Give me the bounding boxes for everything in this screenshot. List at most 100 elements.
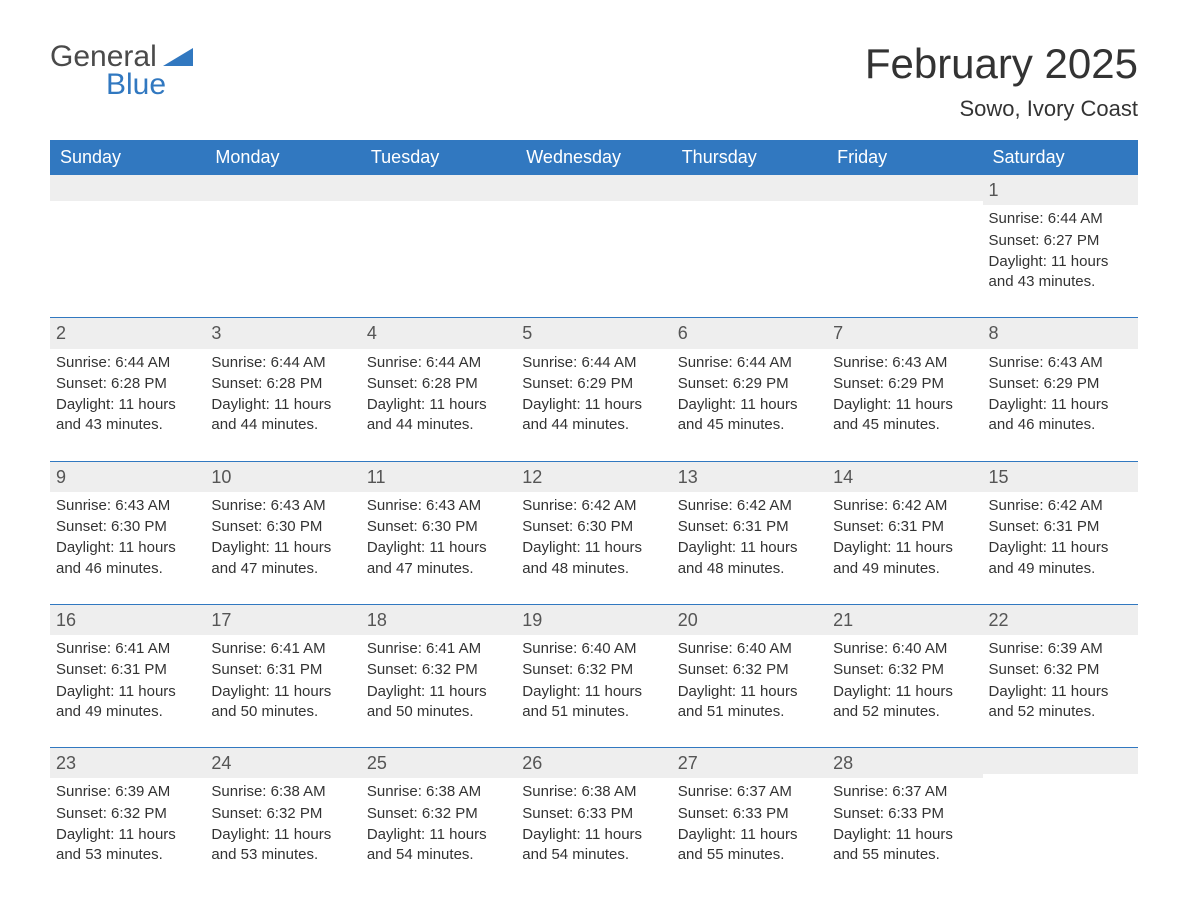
day-number: 25 (361, 748, 516, 778)
day-body: Sunrise: 6:44 AMSunset: 6:28 PMDaylight:… (50, 349, 205, 445)
sunset-text: Sunset: 6:29 PM (678, 374, 821, 394)
calendar-cell: 15Sunrise: 6:42 AMSunset: 6:31 PMDayligh… (983, 462, 1138, 588)
calendar: Sunday Monday Tuesday Wednesday Thursday… (50, 140, 1138, 874)
sunrise-text: Sunrise: 6:44 AM (367, 353, 510, 373)
day-number: 11 (361, 462, 516, 492)
page-header: General Blue February 2025 Sowo, Ivory C… (50, 40, 1138, 122)
day-body: Sunrise: 6:43 AMSunset: 6:30 PMDaylight:… (361, 492, 516, 588)
sunset-text: Sunset: 6:31 PM (833, 517, 976, 537)
day-number: 21 (827, 605, 982, 635)
calendar-week: 23Sunrise: 6:39 AMSunset: 6:32 PMDayligh… (50, 747, 1138, 874)
daylight-text: Daylight: 11 hours and 52 minutes. (833, 682, 976, 723)
calendar-cell: 2Sunrise: 6:44 AMSunset: 6:28 PMDaylight… (50, 318, 205, 444)
sunset-text: Sunset: 6:32 PM (522, 660, 665, 680)
sunset-text: Sunset: 6:33 PM (678, 804, 821, 824)
day-number: 12 (516, 462, 671, 492)
logo-text-blue: Blue (106, 68, 193, 102)
day-number: 9 (50, 462, 205, 492)
logo-triangle-icon (163, 44, 193, 66)
sunset-text: Sunset: 6:28 PM (211, 374, 354, 394)
day-number: 22 (983, 605, 1138, 635)
daylight-text: Daylight: 11 hours and 45 minutes. (833, 395, 976, 436)
day-body: Sunrise: 6:40 AMSunset: 6:32 PMDaylight:… (672, 635, 827, 731)
day-body: Sunrise: 6:44 AMSunset: 6:28 PMDaylight:… (361, 349, 516, 445)
day-body: Sunrise: 6:41 AMSunset: 6:31 PMDaylight:… (50, 635, 205, 731)
calendar-week: 2Sunrise: 6:44 AMSunset: 6:28 PMDaylight… (50, 317, 1138, 444)
daylight-text: Daylight: 11 hours and 45 minutes. (678, 395, 821, 436)
sunrise-text: Sunrise: 6:44 AM (678, 353, 821, 373)
calendar-cell: 28Sunrise: 6:37 AMSunset: 6:33 PMDayligh… (827, 748, 982, 874)
sunset-text: Sunset: 6:28 PM (367, 374, 510, 394)
calendar-cell: 18Sunrise: 6:41 AMSunset: 6:32 PMDayligh… (361, 605, 516, 731)
day-number: 4 (361, 318, 516, 348)
day-number (361, 175, 516, 201)
sunset-text: Sunset: 6:29 PM (522, 374, 665, 394)
daylight-text: Daylight: 11 hours and 54 minutes. (367, 825, 510, 866)
daylight-text: Daylight: 11 hours and 50 minutes. (211, 682, 354, 723)
calendar-cell: 5Sunrise: 6:44 AMSunset: 6:29 PMDaylight… (516, 318, 671, 444)
weekday-header: Tuesday (361, 140, 516, 175)
sunrise-text: Sunrise: 6:39 AM (989, 639, 1132, 659)
daylight-text: Daylight: 11 hours and 46 minutes. (56, 538, 199, 579)
calendar-week: 1Sunrise: 6:44 AMSunset: 6:27 PMDaylight… (50, 175, 1138, 301)
day-body: Sunrise: 6:44 AMSunset: 6:27 PMDaylight:… (983, 205, 1138, 301)
sunrise-text: Sunrise: 6:41 AM (56, 639, 199, 659)
calendar-cell: 10Sunrise: 6:43 AMSunset: 6:30 PMDayligh… (205, 462, 360, 588)
day-number: 3 (205, 318, 360, 348)
day-body: Sunrise: 6:41 AMSunset: 6:31 PMDaylight:… (205, 635, 360, 731)
weekday-header: Sunday (50, 140, 205, 175)
sunset-text: Sunset: 6:29 PM (989, 374, 1132, 394)
sunset-text: Sunset: 6:32 PM (367, 660, 510, 680)
sunset-text: Sunset: 6:30 PM (522, 517, 665, 537)
daylight-text: Daylight: 11 hours and 54 minutes. (522, 825, 665, 866)
weekday-header: Saturday (983, 140, 1138, 175)
day-number: 19 (516, 605, 671, 635)
day-body: Sunrise: 6:38 AMSunset: 6:32 PMDaylight:… (361, 778, 516, 874)
calendar-cell (827, 175, 982, 301)
calendar-cell: 16Sunrise: 6:41 AMSunset: 6:31 PMDayligh… (50, 605, 205, 731)
weekday-header: Thursday (672, 140, 827, 175)
day-number (827, 175, 982, 201)
sunset-text: Sunset: 6:29 PM (833, 374, 976, 394)
calendar-cell: 1Sunrise: 6:44 AMSunset: 6:27 PMDaylight… (983, 175, 1138, 301)
day-body: Sunrise: 6:43 AMSunset: 6:30 PMDaylight:… (50, 492, 205, 588)
sunset-text: Sunset: 6:30 PM (56, 517, 199, 537)
sunset-text: Sunset: 6:31 PM (56, 660, 199, 680)
day-number: 2 (50, 318, 205, 348)
calendar-cell: 21 Sunrise: 6:40 AMSunset: 6:32 PMDayligh… (827, 605, 982, 731)
day-body: Sunrise: 6:38 AMSunset: 6:33 PMDaylight:… (516, 778, 671, 874)
sunset-text: Sunset: 6:31 PM (989, 517, 1132, 537)
day-body: Sunrise: 6:43 AMSunset: 6:29 PMDaylight:… (983, 349, 1138, 445)
sunset-text: Sunset: 6:30 PM (211, 517, 354, 537)
calendar-cell: 25Sunrise: 6:38 AMSunset: 6:32 PMDayligh… (361, 748, 516, 874)
daylight-text: Daylight: 11 hours and 44 minutes. (522, 395, 665, 436)
daylight-text: Daylight: 11 hours and 43 minutes. (56, 395, 199, 436)
day-number: 13 (672, 462, 827, 492)
day-number: 18 (361, 605, 516, 635)
calendar-cell: 19Sunrise: 6:40 AMSunset: 6:32 PMDayligh… (516, 605, 671, 731)
sunrise-text: Sunrise: 6:42 AM (522, 496, 665, 516)
sunrise-text: Sunrise: 6:38 AM (211, 782, 354, 802)
day-body: Sunrise: 6:41 AMSunset: 6:32 PMDaylight:… (361, 635, 516, 731)
logo: General Blue (50, 40, 193, 102)
daylight-text: Daylight: 11 hours and 49 minutes. (56, 682, 199, 723)
sunset-text: Sunset: 6:33 PM (522, 804, 665, 824)
weekday-header: Wednesday (516, 140, 671, 175)
calendar-cell: 26Sunrise: 6:38 AMSunset: 6:33 PMDayligh… (516, 748, 671, 874)
calendar-cell: 14Sunrise: 6:42 AMSunset: 6:31 PMDayligh… (827, 462, 982, 588)
sunrise-text: Sunrise: 6:43 AM (367, 496, 510, 516)
sunrise-text: Sunrise: 6:40 AM (833, 639, 976, 659)
sunset-text: Sunset: 6:32 PM (833, 660, 976, 680)
calendar-cell: 9Sunrise: 6:43 AMSunset: 6:30 PMDaylight… (50, 462, 205, 588)
day-number (516, 175, 671, 201)
day-number: 7 (827, 318, 982, 348)
day-number: 6 (672, 318, 827, 348)
day-number: 10 (205, 462, 360, 492)
sunrise-text: Sunrise: 6:42 AM (833, 496, 976, 516)
calendar-week: 16Sunrise: 6:41 AMSunset: 6:31 PMDayligh… (50, 604, 1138, 731)
calendar-cell (205, 175, 360, 301)
sunrise-text: Sunrise: 6:37 AM (678, 782, 821, 802)
sunrise-text: Sunrise: 6:41 AM (367, 639, 510, 659)
sunset-text: Sunset: 6:33 PM (833, 804, 976, 824)
day-number: 20 (672, 605, 827, 635)
